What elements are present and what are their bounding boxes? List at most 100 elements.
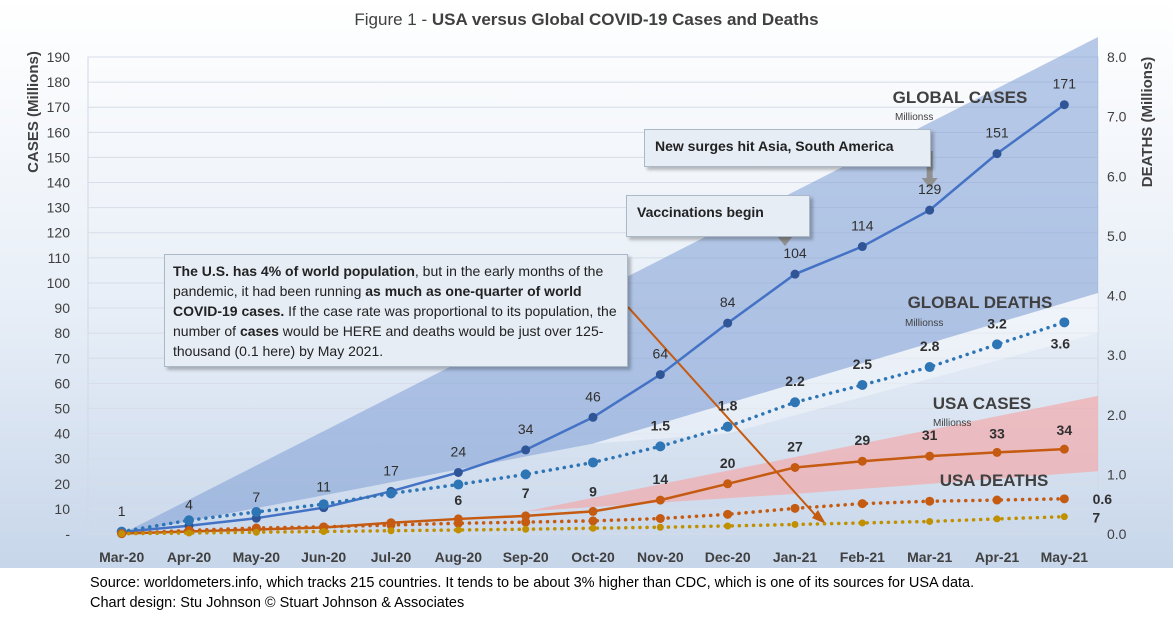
series-layer <box>116 100 1070 539</box>
data-point <box>655 441 666 452</box>
x-tick-label: Dec-20 <box>705 549 751 565</box>
x-tick-label: May-21 <box>1041 549 1089 565</box>
data-point <box>857 242 867 252</box>
series-line <box>119 514 1067 536</box>
data-point <box>992 339 1002 350</box>
data-point <box>588 516 598 526</box>
data-label: 3.6 <box>1051 335 1071 351</box>
data-point <box>924 362 935 373</box>
data-label: 11 <box>316 479 331 495</box>
data-point <box>926 517 934 525</box>
data-label: 7 <box>1092 510 1100 526</box>
data-point <box>318 499 329 510</box>
data-label: 34 <box>518 421 534 437</box>
data-label: 17 <box>383 462 399 478</box>
data-label: 2.8 <box>920 338 940 354</box>
title-prefix: Figure 1 - <box>354 10 432 29</box>
x-tick-label: Mar-20 <box>99 549 144 565</box>
data-point <box>589 524 597 532</box>
source-line: Source: worldometers.info, which tracks … <box>90 575 975 591</box>
credit-line: Chart design: Stu Johnson © Stuart Johns… <box>90 595 465 611</box>
y2-tick-label: 2.0 <box>1107 407 1127 423</box>
x-tick-label: Jun-20 <box>301 549 346 565</box>
global-deaths-shade <box>593 292 1098 444</box>
usa-cases-shade <box>525 395 1098 512</box>
y-tick-label: 130 <box>47 200 71 216</box>
series-line <box>119 497 1067 536</box>
y2-axis-label: DEATHS (Millions) <box>1139 57 1156 188</box>
x-tick-label: Apr-20 <box>167 549 212 565</box>
data-label: 6 <box>454 492 462 508</box>
y-tick-label: 140 <box>47 175 71 191</box>
data-point <box>588 506 598 516</box>
data-point <box>790 269 800 279</box>
vaccinations-callout: Vaccinations begin <box>626 195 810 237</box>
data-point <box>1059 100 1069 110</box>
data-point <box>588 457 598 468</box>
series-name: USA CASES <box>933 394 1032 413</box>
data-labels: 1 4 7111724344664841041141291511711.51.82.… <box>118 76 1113 526</box>
x-tick-label: May-20 <box>233 549 281 565</box>
x-tick-label: Feb-21 <box>840 549 885 565</box>
data-point <box>992 447 1002 457</box>
data-point <box>387 527 395 535</box>
y-tick-label: 110 <box>48 250 71 266</box>
series-name: GLOBAL DEATHS <box>908 293 1053 312</box>
data-point <box>453 518 463 528</box>
y2-tick-label: 8.0 <box>1107 49 1127 65</box>
data-point <box>1060 513 1068 521</box>
vaccinations-callout-text: Vaccinations begin <box>637 204 764 220</box>
series-name: GLOBAL CASES <box>893 88 1028 107</box>
data-point <box>185 529 193 537</box>
data-label: 171 <box>1053 76 1077 92</box>
note-part: as much as one-quarter of world COVID-19… <box>173 283 582 319</box>
note-arrow-line <box>627 306 819 519</box>
y-tick-label: 150 <box>47 149 71 165</box>
data-point <box>521 517 531 527</box>
data-label: 4 <box>185 497 193 513</box>
data-label: 129 <box>918 181 942 197</box>
data-point <box>655 495 665 505</box>
y-axis-label: CASES (Millions) <box>25 51 42 173</box>
data-point <box>722 421 733 432</box>
title-main: USA versus Global COVID-19 Cases and Dea… <box>431 10 819 29</box>
data-point <box>453 479 464 490</box>
data-point <box>723 318 733 328</box>
data-label: 2.2 <box>785 373 805 389</box>
y-tick-label: - <box>65 526 70 542</box>
data-label: 2.5 <box>853 356 873 372</box>
surges-arrow-head <box>921 178 938 188</box>
data-label: 34 <box>1057 422 1073 438</box>
data-label: 1.8 <box>718 398 738 414</box>
data-point <box>655 370 665 380</box>
data-label: 9 <box>589 483 597 499</box>
data-point <box>453 467 463 477</box>
data-label: 46 <box>585 388 601 404</box>
y-tick-label: 80 <box>54 325 70 341</box>
y-tick-label: 100 <box>47 275 71 291</box>
y-tick-label: 10 <box>54 501 70 517</box>
x-tick-label: Aug-20 <box>435 549 483 565</box>
surges-callout: New surges hit Asia, South America <box>644 129 931 167</box>
data-point <box>386 520 396 530</box>
data-point <box>925 205 935 215</box>
data-label: 20 <box>720 455 736 471</box>
data-point <box>724 522 732 530</box>
note-part: would be HERE and deaths would be just o… <box>173 323 604 359</box>
data-label: 64 <box>653 346 669 362</box>
data-point <box>723 479 733 489</box>
data-label: 0.6 <box>1093 491 1113 507</box>
data-label: 1.5 <box>651 417 671 433</box>
series-unit: Millionss <box>933 418 971 429</box>
note-part: The U.S. has 4% of world population <box>173 263 415 279</box>
data-label: 1 <box>118 503 126 519</box>
data-point <box>925 451 935 461</box>
data-label: 27 <box>787 438 803 454</box>
x-tick-label: Nov-20 <box>637 549 684 565</box>
series-names: GLOBAL CASES Millionss GLOBAL DEATHS Millio… <box>893 88 1053 490</box>
data-point <box>251 506 262 517</box>
data-point <box>521 511 531 521</box>
population-note: The U.S. has 4% of world population, but… <box>164 254 628 367</box>
data-point <box>522 525 530 533</box>
y2-tick-label: 0.0 <box>1107 526 1127 542</box>
